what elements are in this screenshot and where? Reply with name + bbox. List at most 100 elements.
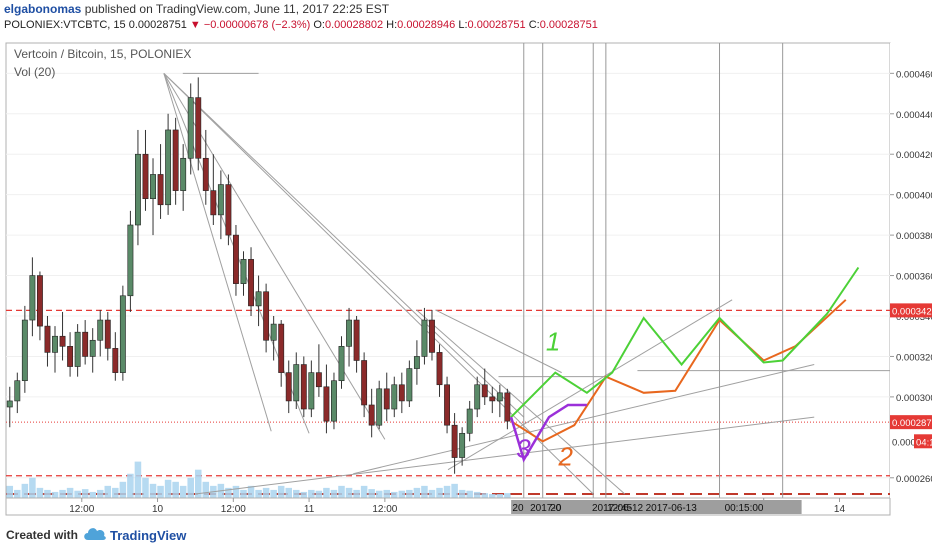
high-label: H: <box>386 19 398 31</box>
candle-body <box>217 184 224 216</box>
chart-area[interactable]: 132 0.000460000.000440000.000420000.0004… <box>0 38 932 518</box>
candle-body <box>52 335 58 353</box>
candle-body <box>104 319 111 349</box>
y-tick-label: 0.00036000 <box>896 272 932 283</box>
chart-header: elgabonomas published on TradingView.com… <box>0 0 932 38</box>
price-change: ▼ −0.00000678 (−2.3%) <box>189 19 311 31</box>
y-tick-label: 0.00044000 <box>896 110 932 121</box>
volume-bar <box>398 490 406 498</box>
candle-body <box>14 380 21 402</box>
volume-bar <box>96 489 104 498</box>
candle-body <box>285 372 292 402</box>
candle-body <box>240 259 247 284</box>
x-tick-label: 14 <box>834 504 846 515</box>
tradingview-brand[interactable]: TradingView <box>110 528 187 543</box>
volume-bar <box>466 490 473 498</box>
time-range-label: 00:15:00 <box>725 503 764 514</box>
forecast-path-purple <box>509 403 587 463</box>
trendline <box>447 299 733 471</box>
volume-bar <box>44 489 51 498</box>
symbol-label: POLONIEX:VTCBTC, 15 <box>4 19 126 31</box>
y-axis[interactable]: 0.00046000 0.00044000 0.00042000 0.00040000… <box>890 43 932 498</box>
volume-bar <box>338 485 345 498</box>
candle-body <box>233 234 239 284</box>
volume-bar <box>240 489 247 498</box>
candle-body <box>391 384 398 410</box>
candle-body <box>361 360 368 406</box>
volume-bar <box>413 487 421 498</box>
candle-body <box>82 331 89 357</box>
candle-body <box>157 174 164 206</box>
volume-bar <box>89 491 96 498</box>
price-chart[interactable]: 132 0.000460000.000440000.000420000.0004… <box>0 38 932 518</box>
last-price: 0.00028751 <box>128 19 187 31</box>
tradingview-cloud-icon <box>84 528 106 540</box>
trendline <box>195 416 815 495</box>
y-tick-label: 0.00040000 <box>896 191 932 202</box>
volume-bar <box>29 477 36 498</box>
time-range-label: 20 <box>512 503 524 514</box>
volume-bar <box>225 487 232 498</box>
candle-body <box>398 384 405 402</box>
candle-body <box>165 129 172 206</box>
volume-bar <box>353 489 360 498</box>
volume-bar <box>187 477 194 498</box>
candle-body <box>421 319 428 357</box>
candle-body <box>270 323 277 341</box>
candle-body <box>308 372 315 410</box>
volume-bar <box>360 485 368 498</box>
x-tick-label: 12:00 <box>372 504 397 515</box>
volume-bar <box>262 487 270 498</box>
legend-volume: Vol (20) <box>14 65 56 79</box>
candle-body <box>300 364 307 410</box>
y-tick-label: 0.00034000 <box>896 312 932 323</box>
volume-bar <box>345 487 353 498</box>
candle-body <box>496 392 503 402</box>
candle-body <box>331 380 337 422</box>
volume-bar <box>383 489 391 498</box>
y-tick-label: 0.00038000 <box>896 231 932 242</box>
trendline <box>163 73 272 432</box>
volume-bar <box>489 493 496 498</box>
y-tick-label: 0.00032000 <box>896 352 932 363</box>
volume-bar <box>112 487 119 498</box>
candle-body <box>6 400 13 408</box>
price-label-resistance-bg <box>890 303 932 318</box>
candle-body <box>315 372 322 388</box>
candle-body <box>383 388 390 410</box>
candle-body <box>142 153 149 200</box>
volume-bar <box>496 493 504 498</box>
volume-bar <box>406 489 413 498</box>
volume-bar <box>51 491 59 498</box>
y-tick-label: 0.00046000 <box>896 69 932 80</box>
volume-bar <box>179 485 187 498</box>
candle-body <box>444 384 450 426</box>
chart-legend: Vertcoin / Bitcoin, 15, POLONIEX Vol (20… <box>14 47 191 83</box>
trendline <box>163 72 525 418</box>
x-axis[interactable]: 12:001012:001112:0012:0014202017-0202017… <box>6 497 890 515</box>
candle-body <box>135 153 141 226</box>
scenario-annotation: 1 <box>546 326 560 356</box>
candle-body <box>89 339 96 357</box>
low-value: 0.00028751 <box>467 19 526 31</box>
volume-bar <box>504 493 511 498</box>
volume-bar <box>66 487 74 498</box>
candle-body <box>180 157 187 191</box>
volume-bar <box>368 489 375 498</box>
candle-body <box>248 259 254 307</box>
volume-bar <box>436 487 443 498</box>
volume-bar <box>300 491 308 498</box>
y-tick-label: 0.00026000 <box>896 474 932 485</box>
volume-bar <box>481 493 489 498</box>
x-tick-label: 11 <box>304 504 315 515</box>
candle-body <box>413 356 420 369</box>
high-value: 0.00028946 <box>397 19 456 31</box>
volume-bar <box>142 477 149 498</box>
open-label: O: <box>313 19 325 31</box>
candle-body <box>119 295 126 373</box>
author-link[interactable]: elgabonomas <box>4 2 82 16</box>
candle-body <box>225 184 232 236</box>
volume-bar <box>157 485 164 498</box>
candle-body <box>36 275 43 327</box>
volume-bar <box>134 461 142 498</box>
